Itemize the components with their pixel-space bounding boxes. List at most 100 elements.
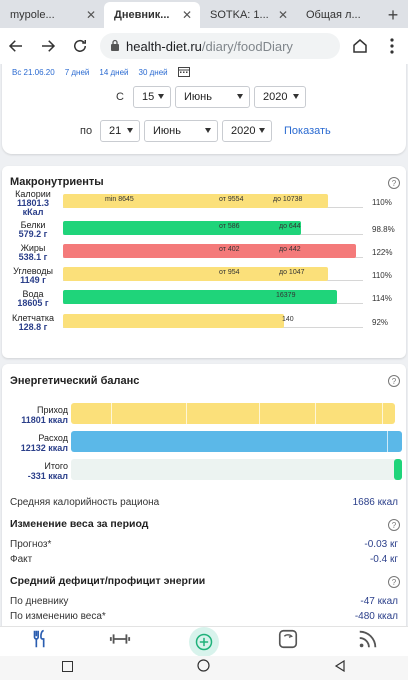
range-link-day[interactable]: Вс 21.06.20	[12, 68, 55, 77]
macro-tick-label: 140	[282, 316, 294, 323]
tab-label: Дневник...	[114, 9, 170, 21]
deficit-title: Средний дефицит/профицит энергии	[10, 575, 206, 587]
macro-bar-fill	[63, 194, 328, 208]
macros-card: Макронутриенты ? Калории 11801.3 кКал min 8…	[2, 166, 406, 358]
scale-icon[interactable]	[277, 628, 299, 655]
date-to-label: по	[80, 125, 93, 137]
macro-name: Калории	[15, 189, 51, 199]
macro-tick-label: до 442	[279, 246, 301, 253]
macro-name: Белки	[20, 220, 46, 230]
macro-label: Калории 11801.3 кКал	[4, 190, 62, 217]
range-link-30[interactable]: 30 дней	[138, 68, 168, 77]
macro-name: Жиры	[20, 243, 46, 253]
deficit-header: Средний дефицит/профицит энергии	[10, 575, 398, 587]
macro-tick-label: от 402	[219, 246, 240, 253]
macro-bar-track: от 954 до 1047	[63, 267, 363, 281]
lock-icon	[110, 39, 120, 54]
macro-label: Вода 18605 г	[4, 290, 62, 308]
macro-percent: 110%	[372, 271, 392, 280]
to-month-select[interactable]: Июнь	[144, 120, 218, 142]
macro-value: 579.2 г	[18, 229, 48, 239]
add-circle-icon[interactable]	[189, 626, 219, 657]
avg-calorie-label: Средняя калорийность рациона	[10, 497, 160, 508]
tab-mypole[interactable]: mypole... ✕	[0, 2, 104, 28]
by-diary-row: По дневнику -47 ккал	[10, 596, 398, 607]
to-day-select[interactable]: 21	[100, 120, 140, 142]
total-label: Итого -331 ккал	[27, 461, 68, 481]
fork-knife-icon[interactable]	[29, 628, 51, 655]
back-arrow-icon[interactable]	[0, 30, 32, 62]
macro-tick-label: min 8645	[105, 196, 134, 203]
url-path: /diary/foodDiary	[201, 38, 293, 54]
tab-food-diary[interactable]: Дневник... ✕	[104, 2, 200, 28]
feed-icon[interactable]	[357, 628, 379, 655]
macro-name: Клетчатка	[11, 313, 55, 323]
weight-change-title: Изменение веса за период	[10, 518, 149, 530]
macro-tick-label: до 10738	[273, 196, 303, 203]
menu-dots-icon[interactable]	[376, 30, 408, 62]
reload-icon[interactable]	[64, 30, 96, 62]
income-segment-divider	[382, 403, 383, 424]
app-bottom-nav	[0, 626, 408, 657]
tab-label: SOTKA: 1...	[210, 9, 269, 21]
avg-calorie-value: 1686 ккал	[352, 497, 398, 508]
from-day-select[interactable]: 15	[133, 86, 171, 108]
macro-value: 538.1 г	[18, 252, 48, 262]
expense-label: Расход 12132 ккал	[20, 433, 68, 453]
close-icon[interactable]: ✕	[277, 8, 288, 22]
macro-tick-label: от 954	[219, 269, 240, 276]
macro-percent: 122%	[372, 248, 393, 257]
address-bar[interactable]: health-diet.ru/diary/foodDiary	[100, 33, 340, 59]
date-range-card: Вс 21.06.20 7 дней 14 дней 30 дней С 15 …	[2, 64, 406, 154]
home-circle-icon[interactable]	[197, 659, 210, 677]
help-icon[interactable]: ?	[388, 519, 400, 531]
macro-value: 128.8 г	[18, 322, 48, 332]
page-content: Вс 21.06.20 7 дней 14 дней 30 дней С 15 …	[0, 64, 408, 656]
to-year-select[interactable]: 2020	[222, 120, 272, 142]
close-icon[interactable]: ✕	[85, 8, 96, 22]
recents-icon[interactable]	[62, 659, 73, 677]
browser-toolbar: health-diet.ru/diary/foodDiary	[0, 28, 408, 64]
avg-calorie-row: Средняя калорийность рациона 1686 ккал	[10, 497, 398, 508]
macro-percent: 110%	[372, 198, 392, 207]
help-icon[interactable]: ?	[388, 177, 400, 189]
macro-label: Белки 579.2 г	[4, 221, 62, 239]
macro-bar-fill	[63, 221, 301, 235]
macro-tick-label: 16379	[276, 292, 296, 299]
back-triangle-icon[interactable]	[334, 659, 346, 677]
macro-tick-label: от 586	[219, 223, 240, 230]
calendar-icon[interactable]	[177, 66, 190, 79]
from-year-select[interactable]: 2020	[254, 86, 306, 108]
tab-label: Общая л...	[306, 9, 361, 21]
tab-sotka[interactable]: SOTKA: 1... ✕	[200, 2, 296, 28]
macro-name: Вода	[22, 289, 44, 299]
home-icon[interactable]	[344, 30, 376, 62]
macro-value: 11801.3	[16, 198, 50, 208]
total-bar	[394, 459, 402, 480]
macro-bar-track: от 402 до 442	[63, 244, 363, 258]
from-month-select[interactable]: Июнь	[175, 86, 250, 108]
range-link-14[interactable]: 14 дней	[99, 68, 129, 77]
dumbbell-icon[interactable]	[109, 628, 131, 655]
fact-row: Факт -0.4 кг	[10, 554, 398, 565]
macro-label: Жиры 538.1 г	[4, 244, 62, 262]
forward-arrow-icon[interactable]	[32, 30, 64, 62]
macro-percent: 98.8%	[372, 225, 395, 234]
range-link-7[interactable]: 7 дней	[64, 68, 90, 77]
macro-value: 18605 г	[17, 298, 49, 308]
show-button[interactable]: Показать	[284, 125, 331, 137]
macro-bar-track: 16379	[63, 290, 363, 304]
tab-general[interactable]: Общая л...	[296, 2, 380, 28]
help-icon[interactable]: ?	[388, 576, 400, 588]
macro-unit: кКал	[22, 207, 44, 217]
macro-bar-fill	[63, 290, 338, 304]
close-icon[interactable]: ✕	[181, 8, 192, 22]
help-icon[interactable]: ?	[388, 375, 400, 387]
macro-bar-track: от 586 до 644	[63, 221, 363, 235]
income-label: Приход 11801 ккал	[21, 405, 68, 425]
new-tab-icon[interactable]: +	[387, 4, 399, 25]
macro-bar-fill	[63, 244, 357, 258]
weight-change-header: Изменение веса за период	[10, 518, 398, 530]
macro-tick-label: до 644	[279, 223, 301, 230]
energy-card: Энергетический баланс ? Приход 11801 ккал…	[2, 364, 406, 656]
